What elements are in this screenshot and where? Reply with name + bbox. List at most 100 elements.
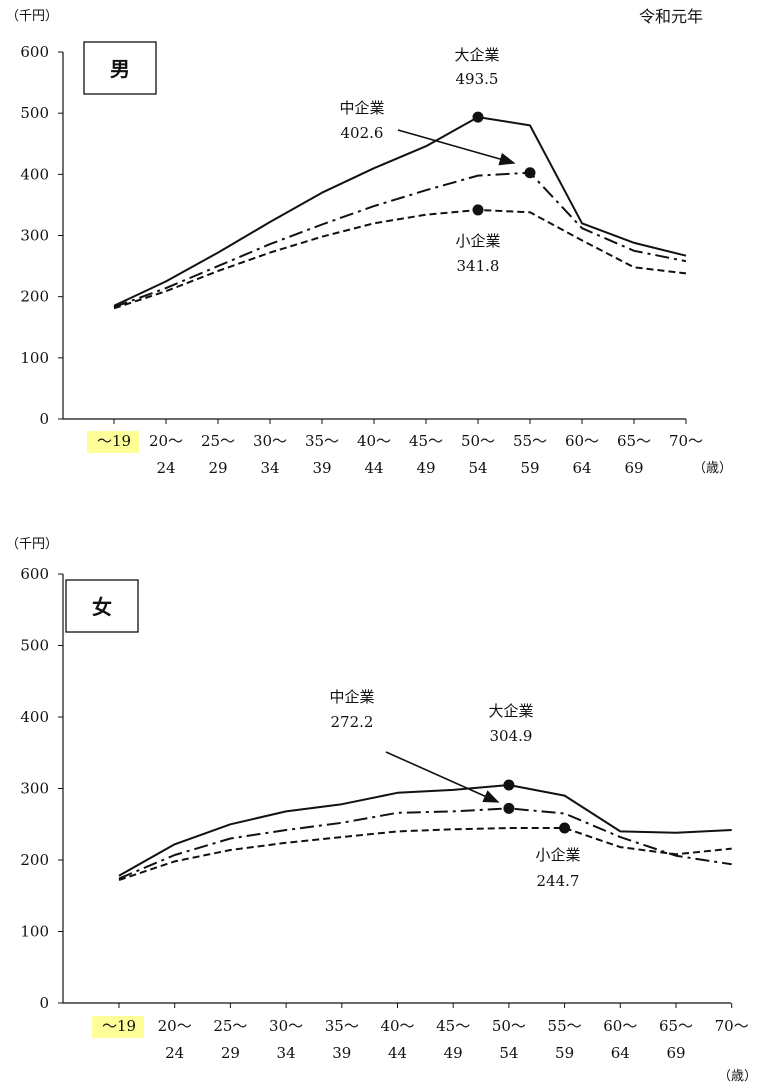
male-label-box — [83, 41, 157, 95]
male-y-tick-label: 600 — [20, 43, 49, 61]
female-y-tick-label: 0 — [39, 994, 49, 1012]
female-x-tick-label-sub: 44 — [388, 1044, 407, 1062]
male-y-unit: （千円） — [6, 9, 58, 24]
female-x-tick-label-sub: 54 — [499, 1044, 518, 1062]
male-y-tick-label: 100 — [20, 349, 49, 367]
male-x-tick-label: 30～ — [253, 432, 287, 450]
male-chart: （千円） 男 （歳） 大企業 493.5 中企業 402.6 小企業 341.8 — [6, 9, 732, 476]
male-plot: 0 100 200 300 400 500 600 ～19 20～ 24 25～ 29 30～ 34 35～… — [20, 43, 703, 477]
male-x-tick-label: 20～ — [149, 432, 183, 450]
male-medium-arrow — [397, 129, 516, 166]
male-peak-marker-2 — [472, 204, 484, 216]
female-medium-value: 272.2 — [331, 713, 374, 731]
male-y-tick-label: 200 — [20, 288, 49, 306]
male-x-tick-label: 50～ — [461, 432, 495, 450]
male-large-value: 493.5 — [456, 70, 499, 88]
female-series-line-2 — [118, 827, 732, 881]
male-y-tick-label: 300 — [20, 227, 49, 245]
male-series-line-0 — [113, 116, 687, 307]
female-series-line-1 — [118, 807, 732, 880]
female-x-tick-label: 70～ — [715, 1017, 749, 1035]
male-small-value: 341.8 — [457, 257, 500, 275]
female-medium-arrow — [385, 751, 500, 803]
male-x-tick-label-sub: 59 — [520, 459, 539, 477]
male-label: 男 — [110, 57, 130, 81]
female-x-tick-label: 45～ — [436, 1017, 470, 1035]
male-x-tick-label: 55～ — [513, 432, 547, 450]
female-x-tick-label: 60～ — [603, 1017, 637, 1035]
male-x-tick-label-sub: 39 — [312, 459, 331, 477]
female-x-unit: （歳） — [718, 1069, 757, 1084]
male-x-tick-label-sub: 44 — [364, 459, 383, 477]
female-x-tick-label-sub: 64 — [611, 1044, 630, 1062]
female-y-unit: （千円） — [6, 537, 58, 552]
female-x-tick-label-sub: 59 — [555, 1044, 574, 1062]
male-x-tick-label: 45～ — [409, 432, 443, 450]
male-y-tick-label: 0 — [39, 410, 49, 428]
male-x-tick-label: 25～ — [201, 432, 235, 450]
female-large-value: 304.9 — [490, 727, 533, 745]
female-x-tick-label-sub: 34 — [277, 1044, 296, 1062]
male-x-tick-label-sub: 64 — [572, 459, 591, 477]
female-x-tick-label: 50～ — [492, 1017, 526, 1035]
male-series-line-1 — [113, 171, 687, 309]
male-x-tick-label: 35～ — [305, 432, 339, 450]
female-x-tick-label-sub: 24 — [165, 1044, 184, 1062]
female-x-tick-label-sub: 69 — [666, 1044, 685, 1062]
female-y-tick-label: 100 — [20, 923, 49, 941]
female-peak-marker-1 — [503, 802, 515, 814]
male-small-name: 小企業 — [455, 232, 500, 250]
male-x-tick-label: 65～ — [617, 432, 651, 450]
male-x-unit: （歳） — [693, 461, 732, 476]
female-peak-marker-2 — [559, 822, 571, 834]
female-y-tick-label: 400 — [20, 708, 49, 726]
male-series-line-2 — [113, 208, 687, 310]
female-small-name: 小企業 — [535, 846, 580, 864]
female-x-tick-label-sub: 29 — [221, 1044, 240, 1062]
female-label-box — [65, 579, 139, 633]
female-x-tick-label-sub: 49 — [444, 1044, 463, 1062]
male-y-tick-label: 500 — [20, 104, 49, 122]
male-x-highlight — [87, 431, 139, 453]
female-x-tick-label: 25～ — [213, 1017, 247, 1035]
female-x-tick-label: ～19 — [102, 1017, 136, 1035]
female-x-tick-label: 65～ — [659, 1017, 693, 1035]
female-large-name: 大企業 — [488, 702, 533, 720]
era-label: 令和元年 — [639, 7, 703, 26]
female-x-tick-label: 30～ — [269, 1017, 303, 1035]
female-peak-marker-0 — [503, 779, 515, 791]
male-x-tick-label-sub: 54 — [468, 459, 487, 477]
female-x-tick-label: 55～ — [548, 1017, 582, 1035]
female-plot: 0 100 200 300 400 500 600 ～19 20～ 24 25～ 29 30～ 34 35～… — [20, 565, 748, 1062]
male-medium-value: 402.6 — [341, 124, 384, 142]
female-x-tick-label-sub: 39 — [332, 1044, 351, 1062]
female-small-value: 244.7 — [537, 872, 580, 890]
male-x-tick-label: 40～ — [357, 432, 391, 450]
male-y-tick-label: 400 — [20, 165, 49, 183]
male-large-name: 大企業 — [454, 46, 499, 64]
male-x-tick-label-sub: 69 — [624, 459, 643, 477]
female-x-tick-label: 40～ — [380, 1017, 414, 1035]
female-chart: （千円） 女 （歳） 中企業 272.2 大企業 304.9 小企業 244.7 — [6, 537, 757, 1084]
female-y-tick-label: 600 — [20, 565, 49, 583]
male-x-tick-label-sub: 34 — [260, 459, 279, 477]
male-medium-name: 中企業 — [339, 99, 384, 117]
female-y-tick-label: 200 — [20, 851, 49, 869]
male-x-tick-label: ～19 — [97, 432, 131, 450]
female-y-tick-label: 500 — [20, 637, 49, 655]
female-label: 女 — [92, 595, 112, 619]
male-x-tick-label-sub: 29 — [208, 459, 227, 477]
male-x-tick-label: 60～ — [565, 432, 599, 450]
female-x-tick-label: 35～ — [325, 1017, 359, 1035]
male-peak-marker-0 — [472, 111, 484, 123]
male-x-tick-label: 70～ — [669, 432, 703, 450]
female-x-tick-label: 20～ — [158, 1017, 192, 1035]
male-x-tick-label-sub: 49 — [416, 459, 435, 477]
female-y-tick-label: 300 — [20, 780, 49, 798]
female-series-line-0 — [118, 784, 732, 877]
male-x-tick-label-sub: 24 — [156, 459, 175, 477]
female-medium-name: 中企業 — [329, 688, 374, 706]
female-x-highlight — [92, 1016, 144, 1038]
male-peak-marker-1 — [524, 167, 536, 179]
